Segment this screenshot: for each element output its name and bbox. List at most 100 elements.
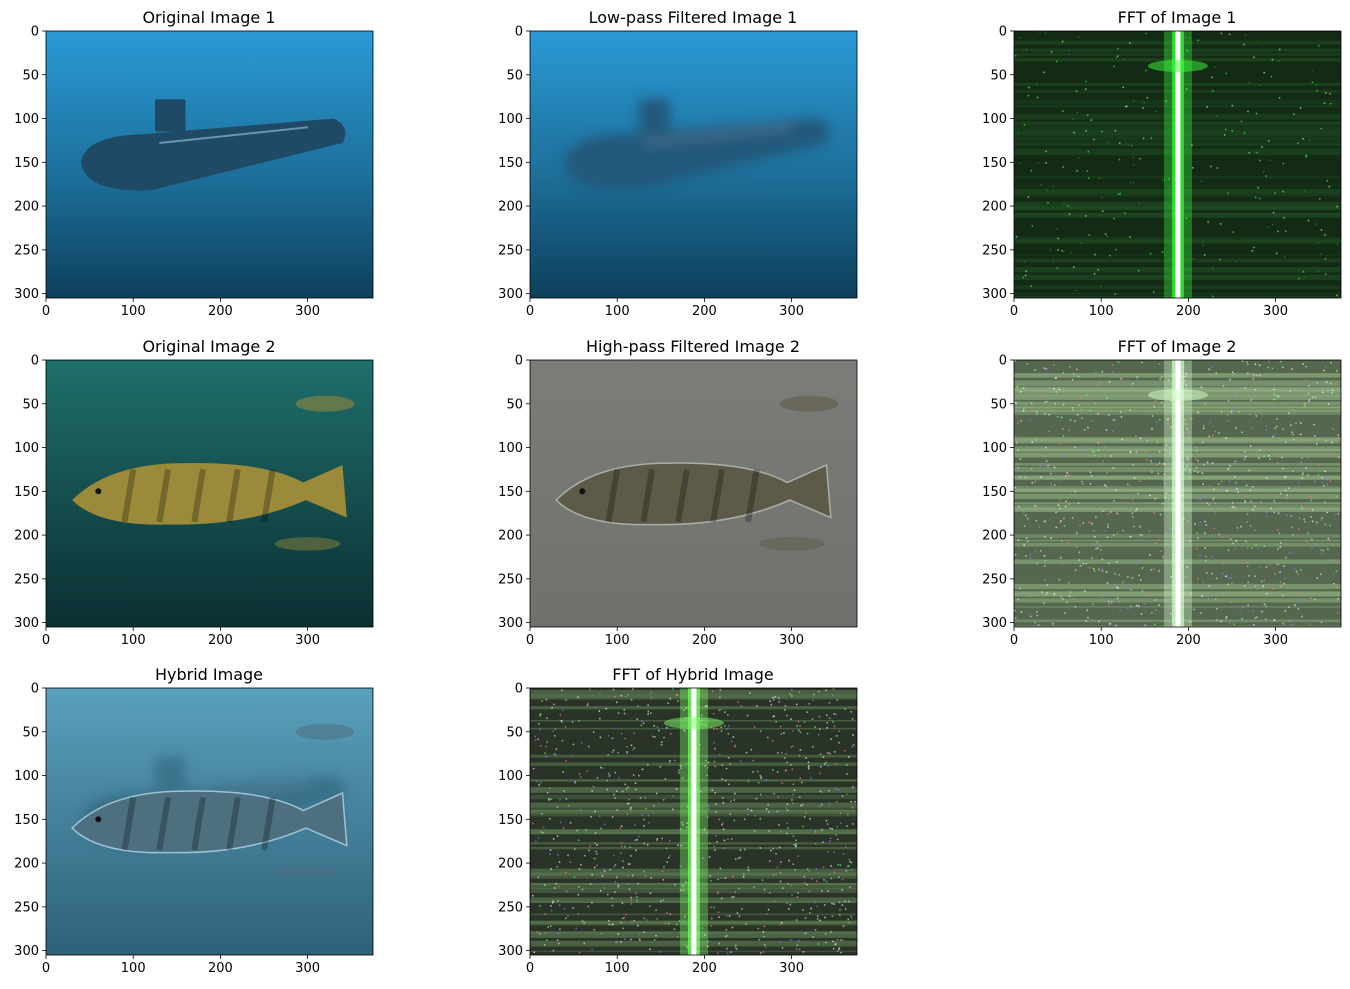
fft-noise	[1087, 446, 1089, 448]
fft-noise	[1025, 49, 1027, 51]
fft-noise	[1196, 467, 1198, 469]
fft-noise	[1272, 404, 1274, 406]
fft-noise	[1036, 507, 1038, 509]
fft-noise	[1161, 402, 1163, 404]
fft-noise	[735, 892, 737, 894]
fft-noise	[1259, 387, 1261, 389]
fft-noise	[766, 808, 768, 810]
fft-noise	[1199, 554, 1201, 556]
fft-noise	[851, 746, 853, 748]
fft-noise	[833, 872, 835, 874]
fft-noise	[1153, 406, 1155, 408]
fft-noise	[1228, 468, 1230, 470]
fft-noise	[620, 922, 622, 924]
fft-noise	[1125, 586, 1127, 588]
fft-noise	[1068, 474, 1070, 476]
fft-noise	[1091, 557, 1093, 559]
fft-noise	[1085, 620, 1087, 622]
image-content	[530, 360, 857, 627]
fft-noise	[836, 789, 838, 791]
fft-noise	[613, 855, 615, 857]
fft-noise	[571, 756, 573, 758]
fft-noise	[540, 713, 542, 715]
fft-noise	[1307, 474, 1309, 476]
fft-noise	[1043, 602, 1045, 604]
fft-noise	[819, 806, 821, 808]
fft-noise	[712, 789, 714, 791]
fft-noise	[1055, 512, 1057, 514]
fft-noise	[812, 746, 814, 748]
fft-noise	[613, 689, 615, 691]
fft-noise	[846, 794, 848, 796]
fft-noise	[1316, 522, 1318, 524]
fft-noise	[647, 764, 649, 766]
fft-noise	[740, 849, 742, 851]
fft-noise	[1246, 562, 1248, 564]
fft-noise	[1274, 512, 1276, 514]
fft-noise	[1299, 518, 1301, 520]
fft-noise	[1322, 437, 1324, 439]
fft-noise	[1232, 231, 1234, 233]
fft-noise	[722, 797, 724, 799]
fft-noise	[674, 928, 676, 930]
fft-noise	[1112, 371, 1114, 373]
y-tick-label: 250	[14, 572, 39, 587]
fft-noise	[769, 892, 771, 894]
fft-noise	[827, 752, 829, 754]
fft-noise	[583, 922, 585, 924]
fft-noise	[796, 725, 798, 727]
fft-noise	[827, 823, 829, 825]
fft-noise	[553, 704, 555, 706]
fft-noise	[845, 846, 847, 848]
fft-noise	[1246, 485, 1248, 487]
fft-noise	[728, 733, 730, 735]
fft-noise	[1231, 130, 1233, 132]
fft-noise	[1311, 548, 1313, 550]
fft-noise	[751, 749, 753, 751]
fft-noise	[1286, 494, 1288, 496]
fft-noise	[1122, 582, 1124, 584]
fft-noise	[1162, 179, 1164, 181]
fft-noise	[840, 864, 842, 866]
fft-noise	[678, 770, 680, 772]
fft-noise	[1054, 484, 1056, 486]
fft-noise	[622, 902, 624, 904]
fft-noise	[1314, 435, 1316, 437]
fft-noise	[1267, 367, 1269, 369]
fft-noise	[759, 818, 761, 820]
fft-noise	[1111, 455, 1113, 457]
fft-noise	[1314, 599, 1316, 601]
fft-noise	[1337, 598, 1339, 600]
fft-noise	[1151, 428, 1153, 430]
fft-noise	[1229, 480, 1231, 482]
fft-noise	[1233, 462, 1235, 464]
fft-noise	[827, 765, 829, 767]
fft-noise	[1322, 517, 1324, 519]
fft-noise	[1036, 411, 1038, 413]
fft-noise	[1054, 467, 1056, 469]
fft-noise	[1155, 609, 1157, 611]
fft-noise	[1205, 556, 1207, 558]
fft-noise	[1216, 578, 1218, 580]
fft-noise	[1075, 491, 1077, 493]
fft-noise	[1133, 100, 1135, 102]
fft-noise	[798, 730, 800, 732]
fft-noise	[1270, 160, 1272, 162]
fft-noise	[799, 777, 801, 779]
fft-noise	[773, 793, 775, 795]
fft-noise	[758, 928, 760, 930]
fft-noise	[548, 799, 550, 801]
submarine-tower	[155, 756, 186, 788]
fft-noise	[1285, 610, 1287, 612]
fft-noise	[1051, 51, 1053, 53]
fft-noise	[793, 745, 795, 747]
fft-noise	[563, 827, 565, 829]
fft-noise	[825, 933, 827, 935]
fft-noise	[1093, 530, 1095, 532]
fft-noise	[757, 771, 759, 773]
fft-noise	[1254, 389, 1256, 391]
fft-noise	[575, 781, 577, 783]
fft-noise	[1273, 389, 1275, 391]
fft-noise	[660, 900, 662, 902]
fft-noise	[538, 877, 540, 879]
